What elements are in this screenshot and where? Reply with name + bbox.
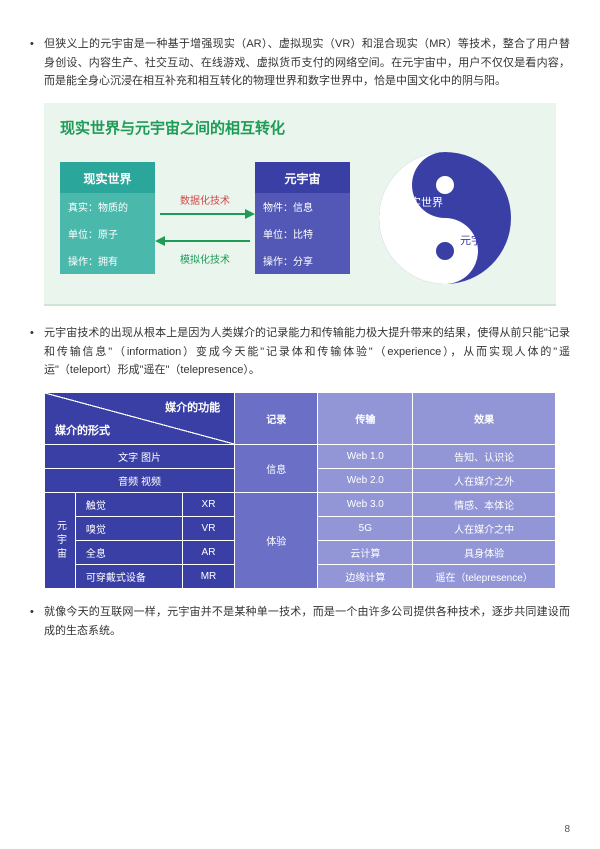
r3-b: 触觉 xyxy=(75,493,182,517)
col-transmit: 传输 xyxy=(318,393,413,445)
hdr-bot: 媒介的形式 xyxy=(55,422,110,438)
r4-c: VR xyxy=(182,517,234,541)
r5-b: 全息 xyxy=(75,541,182,565)
paragraph-2-text: 元宇宙技术的出现从根本上是因为人类媒介的记录能力和传输能力极大提升带来的结果，使… xyxy=(44,324,570,380)
table-corner-header: 媒介的功能 媒介的形式 xyxy=(45,393,235,445)
arrow-left-icon xyxy=(155,234,255,248)
paragraph-2: • 元宇宙技术的出现从根本上是因为人类媒介的记录能力和传输能力极大提升带来的结果… xyxy=(30,324,570,380)
r6-effect: 遥在（telepresence） xyxy=(413,565,556,589)
r1-record: 信息 xyxy=(235,445,318,493)
infographic-title: 现实世界与元宇宙之间的相互转化 xyxy=(60,117,540,138)
col-effect: 效果 xyxy=(413,393,556,445)
r4-transmit: 5G xyxy=(318,517,413,541)
r3-transmit: Web 3.0 xyxy=(318,493,413,517)
r3-record: 体验 xyxy=(235,493,318,589)
paragraph-3: • 就像今天的互联网一样，元宇宙并不是某种单一技术，而是一个由许多公司提供各种技… xyxy=(30,603,570,640)
arrow-right-icon xyxy=(155,207,255,221)
r2-effect: 人在媒介之外 xyxy=(413,469,556,493)
yinyang-diagram: 现实世界 元宇宙 xyxy=(375,148,515,288)
paragraph-3-text: 就像今天的互联网一样，元宇宙并不是某种单一技术，而是一个由许多公司提供各种技术，… xyxy=(44,603,570,640)
infographic-transform: 现实世界与元宇宙之间的相互转化 现实世界 真实：物质的 单位：原子 操作：拥有 … xyxy=(44,103,556,306)
yinyang-icon xyxy=(375,148,515,288)
arrow-top-label: 数据化技术 xyxy=(155,192,255,207)
real-world-head: 现实世界 xyxy=(60,162,155,193)
yinyang-meta-label: 元宇宙 xyxy=(460,232,493,248)
paragraph-1-text: 但狭义上的元宇宙是一种基于增强现实（AR）、虚拟现实（VR）和混合现实（MR）等… xyxy=(44,35,570,91)
hdr-top: 媒介的功能 xyxy=(165,399,220,415)
r1-effect: 告知、认识论 xyxy=(413,445,556,469)
group-metaverse: 元宇宙 xyxy=(45,493,76,589)
real-row-3: 操作：拥有 xyxy=(60,247,155,274)
metaverse-head: 元宇宙 xyxy=(255,162,350,193)
r6-c: MR xyxy=(182,565,234,589)
r6-transmit: 边缘计算 xyxy=(318,565,413,589)
meta-row-3: 操作：分享 xyxy=(255,247,350,274)
arrow-bot-label: 模拟化技术 xyxy=(155,251,255,266)
media-table: 媒介的功能 媒介的形式 记录 传输 效果 文字 图片 信息 Web 1.0 告知… xyxy=(44,392,556,589)
bullet-dot: • xyxy=(30,35,44,91)
bullet-dot: • xyxy=(30,603,44,640)
metaverse-box: 元宇宙 物件：信息 单位：比特 操作：分享 xyxy=(255,162,350,274)
arrow-column: 数据化技术 模拟化技术 xyxy=(155,162,255,274)
yinyang-real-label: 现实世界 xyxy=(399,194,443,210)
real-world-box: 现实世界 真实：物质的 单位：原子 操作：拥有 xyxy=(60,162,155,274)
r5-transmit: 云计算 xyxy=(318,541,413,565)
page-number: 8 xyxy=(564,824,570,835)
r4-b: 嗅觉 xyxy=(75,517,182,541)
r1-transmit: Web 1.0 xyxy=(318,445,413,469)
real-row-2: 单位：原子 xyxy=(60,220,155,247)
bullet-dot: • xyxy=(30,324,44,380)
r1-form: 文字 图片 xyxy=(45,445,235,469)
r2-form: 音频 视频 xyxy=(45,469,235,493)
r3-effect: 情感、本体论 xyxy=(413,493,556,517)
meta-row-2: 单位：比特 xyxy=(255,220,350,247)
real-row-1: 真实：物质的 xyxy=(60,193,155,220)
r5-c: AR xyxy=(182,541,234,565)
r3-c: XR xyxy=(182,493,234,517)
r6-b: 可穿戴式设备 xyxy=(75,565,182,589)
r5-effect: 具身体验 xyxy=(413,541,556,565)
r2-transmit: Web 2.0 xyxy=(318,469,413,493)
meta-row-1: 物件：信息 xyxy=(255,193,350,220)
col-record: 记录 xyxy=(235,393,318,445)
paragraph-1: • 但狭义上的元宇宙是一种基于增强现实（AR）、虚拟现实（VR）和混合现实（MR… xyxy=(30,35,570,91)
r4-effect: 人在媒介之中 xyxy=(413,517,556,541)
